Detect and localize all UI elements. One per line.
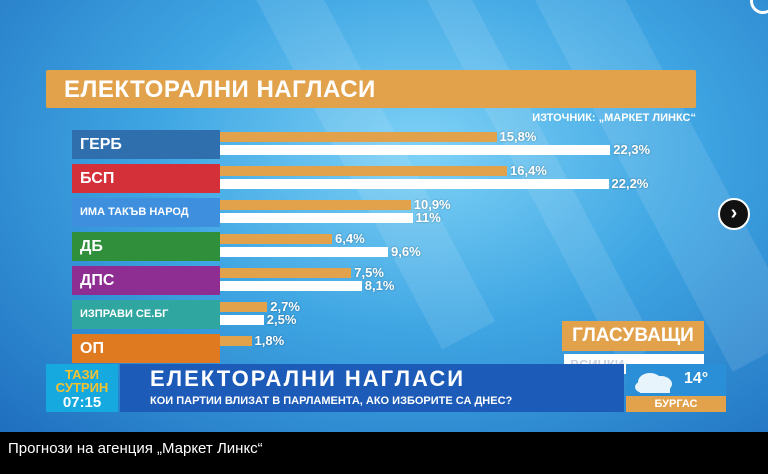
data-label: 8,1% — [364, 278, 395, 293]
data-label: 2,7% — [270, 299, 300, 314]
data-label: 7,5% — [354, 265, 384, 280]
data-label: 22,2% — [611, 176, 649, 191]
data-label: 11% — [415, 210, 441, 225]
data-label: 22,3% — [613, 142, 651, 157]
bar — [220, 302, 268, 312]
image-caption: Прогнози на агенция „Маркет Линкс“ — [8, 440, 263, 457]
data-label: 2,5% — [266, 312, 297, 327]
bar — [220, 247, 388, 257]
chart-source: ИЗТОЧНИК: „МАРКЕТ ЛИНКС“ — [532, 112, 696, 124]
bar — [220, 268, 352, 278]
bar — [220, 166, 507, 176]
bar — [220, 213, 413, 223]
tv-frame: ЕЛЕКТОРАЛНИ НАГЛАСИ ИЗТОЧНИК: „МАРКЕТ ЛИ… — [0, 0, 768, 432]
bar — [220, 315, 264, 325]
show-box: ТАЗИ СУТРИН 07:15 — [46, 364, 118, 412]
bar — [220, 336, 252, 346]
party-label: ИМА ТАКЪВ НАРОД — [72, 198, 220, 227]
chart-title-bar: ЕЛЕКТОРАЛНИ НАГЛАСИ — [46, 70, 696, 108]
party-label: ДПС — [72, 266, 220, 295]
data-label: 16,4% — [510, 163, 547, 178]
party-label: ДБ — [72, 232, 220, 261]
data-label: 15,8% — [499, 129, 537, 144]
party-label: ОП — [72, 334, 220, 363]
temperature: 14° — [684, 370, 709, 387]
data-label: 6,4% — [335, 231, 365, 246]
show-name: ТАЗИ СУТРИН — [55, 367, 109, 395]
lower-third: ТАЗИ СУТРИН 07:15 ЕЛЕКТОРАЛНИ НАГЛАСИ КО… — [46, 364, 726, 412]
city-name: БУРГАС — [626, 396, 726, 412]
data-label: 1,8% — [254, 333, 285, 348]
chart-title: ЕЛЕКТОРАЛНИ НАГЛАСИ — [64, 76, 376, 103]
party-label: БСП — [72, 164, 220, 193]
bar — [220, 281, 362, 291]
cloud-rain-icon — [635, 373, 672, 393]
bar — [220, 145, 611, 155]
bar — [220, 200, 411, 210]
weather-box: 14° БУРГАС — [626, 364, 726, 412]
corner-control-icon[interactable] — [750, 0, 768, 14]
party-label: ИЗПРАВИ СЕ.БГ — [72, 300, 220, 329]
voters-badge: ГЛАСУВАЩИ — [562, 321, 704, 351]
bar — [220, 234, 332, 244]
headline-title: ЕЛЕКТОРАЛНИ НАГЛАСИ — [150, 366, 466, 391]
clock: 07:15 — [62, 394, 102, 411]
bar — [220, 132, 497, 142]
party-label: ГЕРБ — [72, 130, 220, 159]
data-label: 9,6% — [391, 244, 421, 259]
data-label: 10,9% — [413, 197, 451, 212]
headline-box: ЕЛЕКТОРАЛНИ НАГЛАСИ КОИ ПАРТИИ ВЛИЗАТ В … — [120, 364, 624, 412]
headline-subtitle: КОИ ПАРТИИ ВЛИЗАТ В ПАРЛАМЕНТА, АКО ИЗБО… — [150, 395, 513, 407]
next-arrow-button[interactable]: › — [718, 198, 750, 230]
bar — [220, 179, 609, 189]
